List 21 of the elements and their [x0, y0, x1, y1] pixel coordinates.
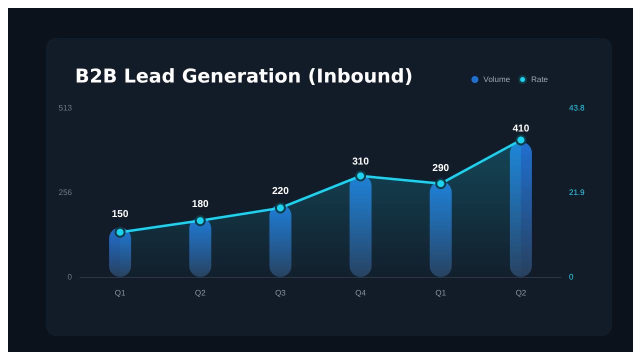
legend-label: Volume — [483, 75, 511, 84]
data-label: 220 — [272, 186, 290, 198]
y-tick-label: 256 — [58, 188, 73, 198]
chart-title: B2B Lead Generation (Inbound) — [75, 66, 413, 88]
x-tick-label: Q1 — [114, 288, 126, 298]
x-tick-label: Q2 — [194, 288, 206, 298]
y-tick-label: 0 — [68, 272, 73, 282]
data-label: 310 — [352, 156, 370, 168]
x-tick-label: Q4 — [355, 288, 366, 298]
legend-label: Rate — [531, 75, 549, 84]
x-tick-label: Q3 — [275, 288, 286, 298]
y2-tick-label: 43.8 — [569, 104, 586, 112]
y-tick-label: 513 — [58, 104, 73, 112]
y2-tick-label: 0 — [569, 272, 574, 282]
data-label: 150 — [112, 209, 129, 220]
y2-tick-label: 21.9 — [569, 188, 586, 197]
data-label: 290 — [432, 162, 450, 174]
x-tick-label: Q2 — [516, 288, 527, 298]
x-tick-label: Q1 — [435, 288, 447, 298]
data-label: 180 — [192, 199, 210, 210]
data-label: 410 — [512, 123, 530, 134]
